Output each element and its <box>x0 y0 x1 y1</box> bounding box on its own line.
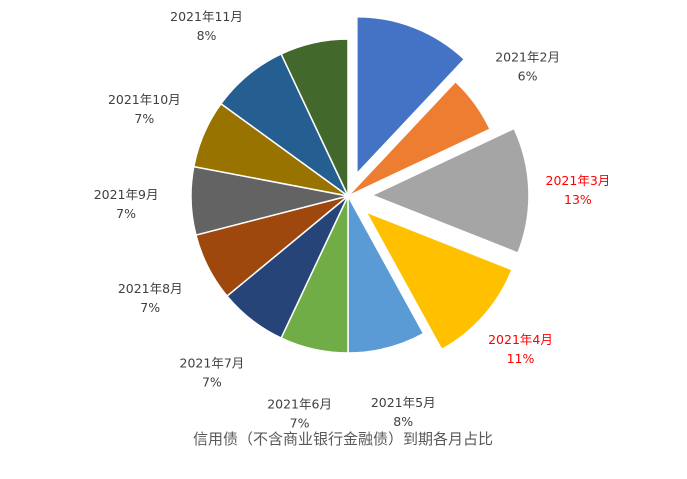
slice-category-label: 2021年5月 <box>371 395 436 410</box>
slice-percent-label: 6% <box>518 69 538 84</box>
slice-category-label: 2021年10月 <box>108 92 181 107</box>
pie-slice <box>356 15 466 176</box>
slice-category-label: 2021年9月 <box>94 187 159 202</box>
slice-category-label: 2021年3月 <box>546 173 611 188</box>
slice-percent-label: 7% <box>134 111 154 126</box>
slice-percent-label: 7% <box>116 206 136 221</box>
slice-label: 2021年11月 8% <box>170 9 243 43</box>
pie-slice <box>280 38 349 197</box>
slice-category-label: 2021年11月 <box>170 9 243 24</box>
slice-label: 2021年5月 8% <box>371 395 436 429</box>
pie-slices <box>190 15 530 354</box>
slice-label: 2021年9月 7% <box>94 187 159 221</box>
pie-slice <box>347 80 492 197</box>
slice-percent-label: 7% <box>290 416 310 431</box>
slice-percent-label: 7% <box>202 374 222 389</box>
pie-slice <box>370 127 530 255</box>
chart-title: 信用债（不含商业银行金融债）到期各月占比 <box>193 430 493 448</box>
slice-labels: 2021年1月12%2021年2月6%2021年3月13%2021年4月11%2… <box>94 0 611 431</box>
slice-category-label: 2021年7月 <box>180 355 245 370</box>
slice-percent-label: 13% <box>564 192 592 207</box>
slice-label: 2021年3月 13% <box>546 173 611 207</box>
slice-category-label: 2021年2月 <box>495 50 560 65</box>
slice-percent-label: 7% <box>140 300 160 315</box>
slice-category-label: 2021年8月 <box>118 281 183 296</box>
slice-percent-label: 8% <box>197 28 217 43</box>
slice-label: 2021年8月 7% <box>118 281 183 315</box>
slice-category-label: 2021年4月 <box>488 332 553 347</box>
slice-label: 2021年6月 7% <box>267 397 332 431</box>
pie-slice <box>364 210 513 351</box>
slice-label: 2021年10月 7% <box>108 92 181 126</box>
slice-label: 2021年4月 11% <box>488 332 553 366</box>
slice-percent-label: 11% <box>507 351 535 366</box>
slice-label: 2021年2月 6% <box>495 50 560 84</box>
slice-percent-label: 8% <box>393 414 413 429</box>
slice-category-label: 2021年6月 <box>267 397 332 412</box>
slice-label: 2021年7月 7% <box>180 355 245 389</box>
